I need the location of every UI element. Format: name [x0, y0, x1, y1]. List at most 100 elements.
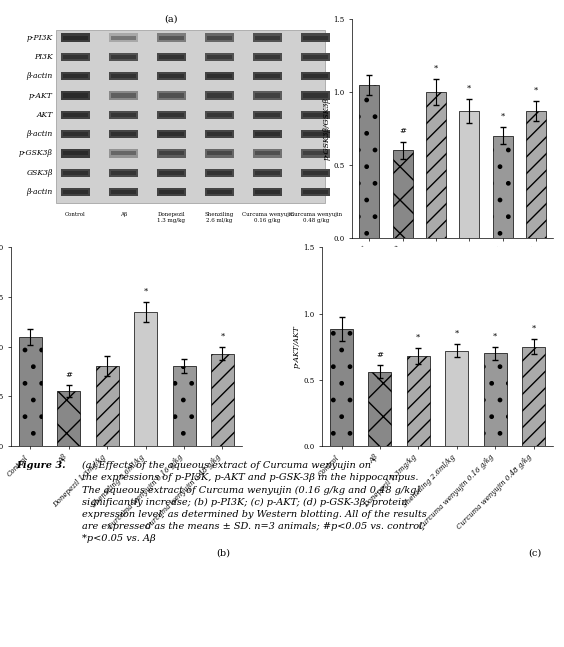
Bar — [483, 353, 506, 446]
Bar — [61, 111, 90, 119]
Text: *: * — [434, 65, 438, 72]
Text: Aβ: Aβ — [120, 212, 127, 217]
Bar — [109, 169, 138, 177]
Bar — [109, 72, 138, 80]
Bar — [255, 55, 280, 59]
Bar — [253, 130, 282, 138]
Bar — [157, 53, 186, 61]
Bar — [61, 149, 90, 157]
Text: p-PI3K: p-PI3K — [27, 34, 53, 41]
Bar — [111, 36, 136, 39]
Text: β-actin: β-actin — [27, 130, 53, 138]
Bar — [63, 36, 88, 39]
Bar — [63, 171, 88, 175]
Bar — [255, 74, 280, 78]
Bar — [207, 171, 232, 175]
Bar — [205, 130, 234, 138]
Bar — [301, 53, 330, 61]
Bar — [158, 151, 184, 155]
Bar — [56, 30, 325, 203]
Bar — [63, 74, 88, 78]
Bar — [303, 171, 328, 175]
Text: (b): (b) — [216, 549, 230, 558]
Bar — [207, 93, 232, 98]
Bar — [255, 113, 280, 117]
Bar — [63, 55, 88, 59]
Bar — [111, 113, 136, 117]
Bar — [158, 113, 184, 117]
Bar — [445, 351, 468, 446]
Bar — [63, 132, 88, 136]
Text: (d): (d) — [528, 351, 543, 360]
Bar — [303, 93, 328, 98]
Bar — [109, 188, 138, 196]
Bar — [63, 190, 88, 194]
Text: *: * — [416, 334, 420, 342]
Bar — [303, 190, 328, 194]
Bar — [61, 72, 90, 80]
Text: *: * — [455, 330, 459, 338]
Bar — [61, 53, 90, 61]
Text: p-AKT: p-AKT — [29, 91, 53, 100]
Bar — [255, 36, 280, 39]
Bar — [207, 36, 232, 39]
Text: *: * — [500, 113, 505, 120]
Text: #: # — [399, 127, 406, 135]
Bar — [109, 130, 138, 138]
Bar — [157, 91, 186, 100]
Text: Figure 3.: Figure 3. — [17, 461, 66, 470]
Text: Curcuma wenyujin
0.16 g/kg: Curcuma wenyujin 0.16 g/kg — [241, 212, 294, 223]
Text: Curcuma wenyujin
0.48 g/kg: Curcuma wenyujin 0.48 g/kg — [289, 212, 342, 223]
Text: β-actin: β-actin — [27, 72, 53, 80]
Bar — [19, 336, 42, 446]
Bar — [207, 151, 232, 155]
Bar — [111, 151, 136, 155]
Bar — [253, 34, 282, 41]
Text: Shenziling
2.6 ml/kg: Shenziling 2.6 ml/kg — [205, 212, 234, 223]
Text: AKT: AKT — [37, 111, 53, 119]
Text: β-actin: β-actin — [27, 188, 53, 196]
Bar — [157, 188, 186, 196]
Bar — [109, 111, 138, 119]
Bar — [255, 93, 280, 98]
Bar — [301, 169, 330, 177]
Bar — [368, 371, 391, 446]
Bar — [253, 188, 282, 196]
Bar — [207, 113, 232, 117]
Bar — [522, 347, 545, 446]
Bar — [303, 55, 328, 59]
Bar — [158, 132, 184, 136]
Bar — [359, 85, 379, 237]
Bar — [157, 111, 186, 119]
Bar — [157, 169, 186, 177]
Bar — [58, 391, 81, 446]
Bar — [205, 34, 234, 41]
Bar — [61, 130, 90, 138]
Bar — [303, 74, 328, 78]
Text: PI3K: PI3K — [34, 53, 53, 61]
Bar — [157, 72, 186, 80]
Bar — [253, 72, 282, 80]
Bar — [211, 353, 234, 446]
Bar — [109, 53, 138, 61]
Bar — [301, 91, 330, 100]
Bar — [158, 55, 184, 59]
Bar — [407, 356, 430, 446]
Bar — [205, 72, 234, 80]
Bar — [158, 36, 184, 39]
Bar — [207, 190, 232, 194]
Bar — [303, 132, 328, 136]
Bar — [207, 132, 232, 136]
Text: GSK3β: GSK3β — [27, 169, 53, 177]
Y-axis label: p-GSK3β/GSK3β: p-GSK3β/GSK3β — [323, 97, 331, 160]
Bar — [330, 329, 353, 446]
Text: *: * — [221, 333, 224, 340]
Bar — [253, 53, 282, 61]
Bar — [301, 130, 330, 138]
Bar — [111, 74, 136, 78]
Text: (c): (c) — [528, 549, 541, 558]
Bar — [205, 53, 234, 61]
Text: p-GSK3β: p-GSK3β — [19, 149, 53, 157]
Bar — [158, 93, 184, 98]
Bar — [109, 91, 138, 100]
